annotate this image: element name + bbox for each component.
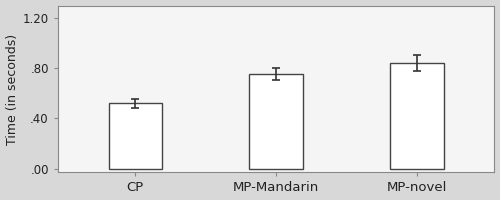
- Bar: [250, 74, 303, 169]
- Bar: [390, 63, 444, 169]
- Bar: [108, 103, 162, 169]
- Y-axis label: Time (in seconds): Time (in seconds): [6, 33, 18, 145]
